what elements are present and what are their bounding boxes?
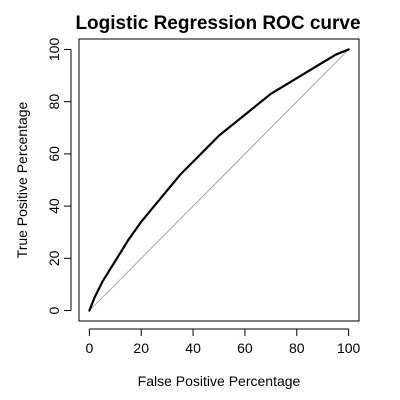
x-axis-label: False Positive Percentage [138, 373, 301, 389]
x-axis: 0 20 40 60 80 100 [85, 328, 361, 356]
x-tick-label: 20 [133, 340, 149, 356]
y-axis-label: True Positive Percentage [14, 101, 30, 258]
y-tick-label: 20 [46, 250, 62, 266]
y-axis: 0 20 40 60 80 100 [46, 38, 72, 314]
plot-area-frame [78, 38, 360, 322]
reference-layer [89, 49, 349, 311]
x-tick-label: 80 [289, 340, 305, 356]
roc-curve-line [88, 48, 350, 312]
y-tick-label: 60 [46, 146, 62, 162]
x-tick-label: 40 [185, 340, 201, 356]
y-tick-label: 100 [46, 38, 62, 62]
chart-title: Logistic Regression ROC curve [75, 13, 360, 34]
y-tick-label: 40 [46, 198, 62, 214]
reference-diagonal-line [89, 49, 349, 311]
y-tick-label: 0 [46, 306, 62, 314]
x-tick-label: 60 [237, 340, 253, 356]
y-tick-label: 80 [46, 94, 62, 110]
series-layer [88, 48, 350, 312]
x-tick-label: 100 [337, 340, 361, 356]
x-tick-label: 0 [85, 340, 93, 356]
